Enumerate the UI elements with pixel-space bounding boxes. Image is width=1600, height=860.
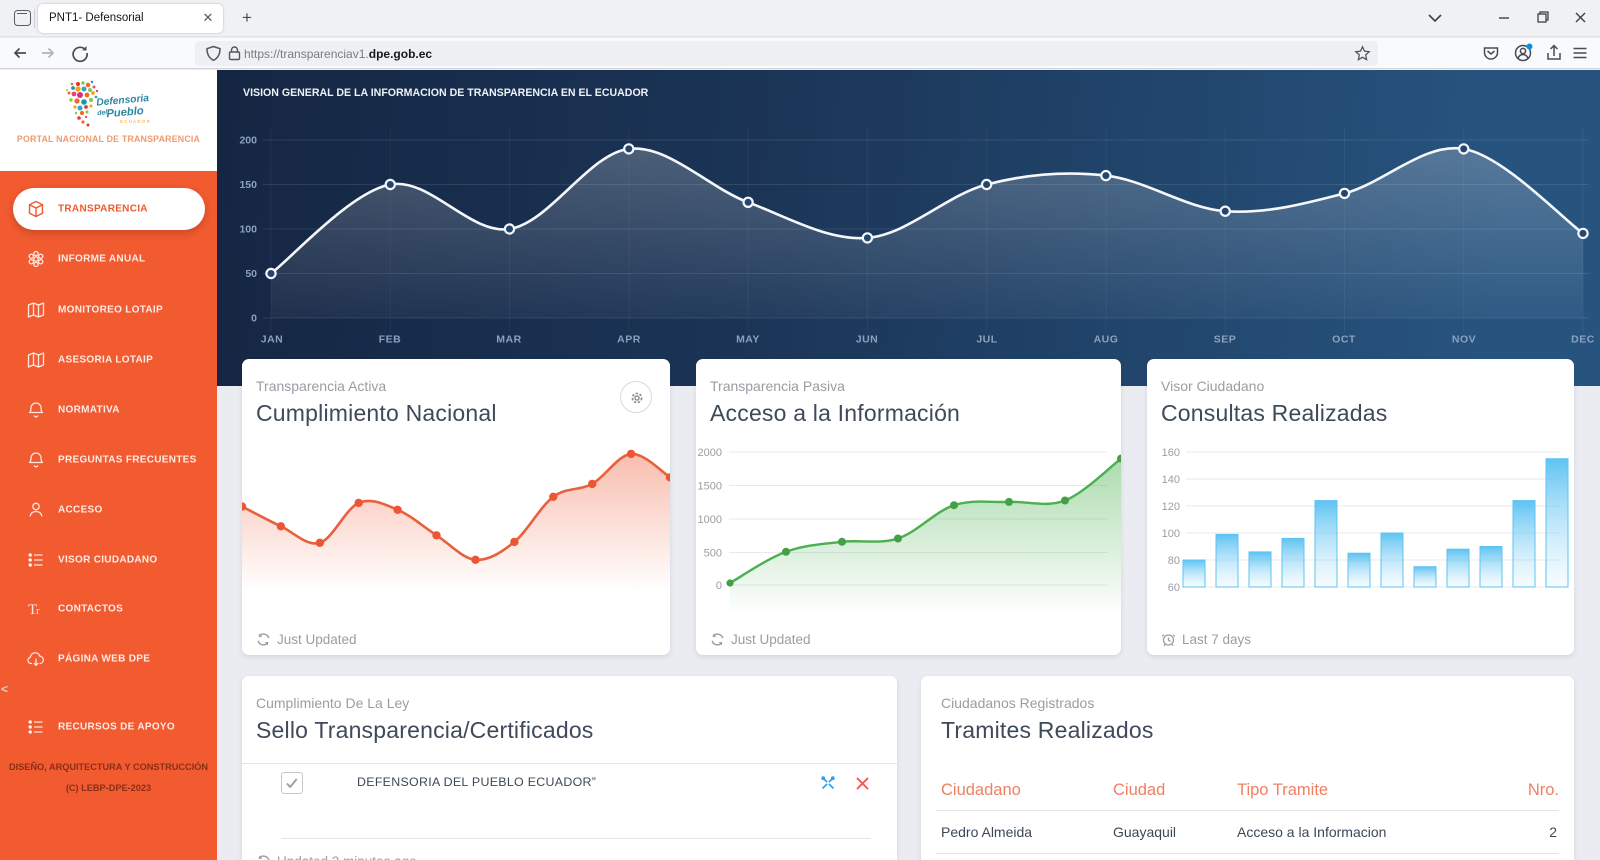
svg-text:JUN: JUN xyxy=(856,334,879,346)
svg-text:r: r xyxy=(36,605,40,617)
svg-text:SEP: SEP xyxy=(1214,334,1237,346)
svg-text:MAR: MAR xyxy=(496,334,521,346)
svg-text:140: 140 xyxy=(1162,474,1180,486)
svg-text:100: 100 xyxy=(1162,528,1180,540)
svg-text:500: 500 xyxy=(704,548,722,560)
svg-text:MAY: MAY xyxy=(736,334,760,346)
svg-text:NOV: NOV xyxy=(1452,334,1476,346)
svg-text:AUG: AUG xyxy=(1094,334,1119,346)
svg-text:Defensoria: Defensoria xyxy=(96,93,150,109)
svg-text:60: 60 xyxy=(1168,582,1180,594)
svg-text:0: 0 xyxy=(251,313,257,325)
svg-text:T: T xyxy=(28,602,37,618)
svg-text:0: 0 xyxy=(716,580,722,592)
svg-text:del: del xyxy=(97,109,108,117)
svg-text:FEB: FEB xyxy=(379,334,402,346)
svg-text:80: 80 xyxy=(1168,555,1180,567)
svg-text:JUL: JUL xyxy=(976,334,997,346)
svg-text:JAN: JAN xyxy=(261,334,284,346)
svg-text:1000: 1000 xyxy=(698,514,722,526)
svg-text:160: 160 xyxy=(1162,447,1180,459)
svg-text:150: 150 xyxy=(239,179,257,191)
svg-text:50: 50 xyxy=(245,268,257,280)
svg-text:200: 200 xyxy=(239,135,257,147)
svg-text:Pueblo: Pueblo xyxy=(106,105,144,120)
svg-text:2000: 2000 xyxy=(698,447,722,459)
svg-text:ECUADOR: ECUADOR xyxy=(120,119,151,124)
svg-text:OCT: OCT xyxy=(1332,334,1356,346)
svg-text:100: 100 xyxy=(239,224,257,236)
svg-text:DEC: DEC xyxy=(1571,334,1595,346)
svg-text:1500: 1500 xyxy=(698,481,722,493)
svg-text:120: 120 xyxy=(1162,501,1180,513)
svg-text:APR: APR xyxy=(617,334,641,346)
